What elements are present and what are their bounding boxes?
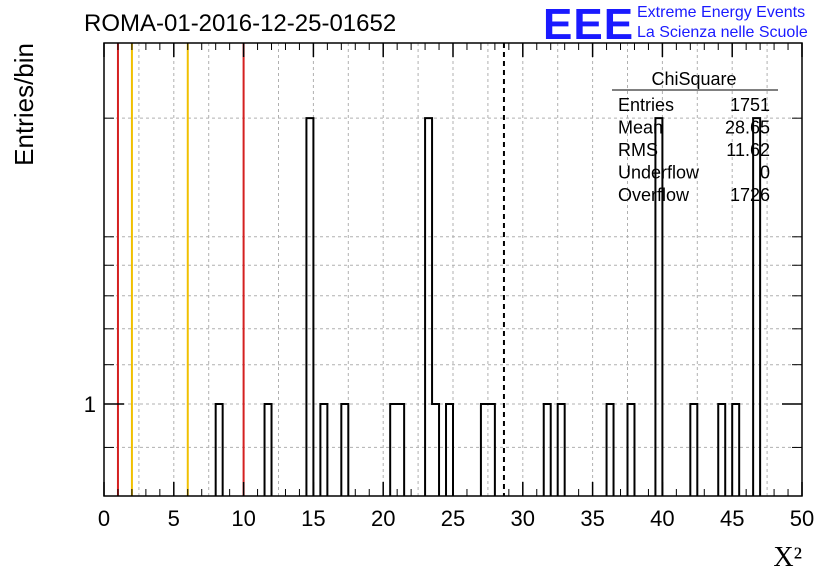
histogram-bin [607, 404, 614, 496]
logo-line-2: La Scienza nelle Scuole [637, 24, 808, 41]
stats-label-entries: Entries [618, 95, 674, 115]
stats-box-title: ChiSquare [651, 69, 736, 89]
stats-value-entries: 1751 [730, 95, 770, 115]
stats-label-underflow: Underflow [618, 163, 700, 183]
histogram-bin [216, 404, 223, 496]
x-tick-label: 25 [441, 506, 465, 531]
histogram-bin [628, 404, 635, 496]
histogram-bin [341, 404, 348, 496]
y-axis-label: Entries/bin [9, 43, 39, 166]
histogram-bin [718, 404, 725, 496]
stats-label-mean: Mean [618, 118, 663, 138]
x-tick-label: 35 [580, 506, 604, 531]
histogram-bin [544, 404, 551, 496]
histogram-bin [481, 404, 488, 496]
stats-value-overflow: 1726 [730, 185, 770, 205]
histogram-bin [732, 404, 739, 496]
x-axis-label: X² [773, 542, 802, 572]
histogram-bin [265, 404, 272, 496]
x-tick-label: 0 [98, 506, 110, 531]
histogram-bin [425, 118, 432, 496]
x-tick-label: 10 [231, 506, 255, 531]
x-tick-label: 20 [371, 506, 395, 531]
x-tick-label: 50 [790, 506, 814, 531]
histogram-bin [390, 404, 397, 496]
stats-value-mean: 28.65 [725, 118, 770, 138]
histogram-bin [446, 404, 453, 496]
stats-value-rms: 11.62 [726, 140, 770, 160]
x-tick-label: 15 [301, 506, 325, 531]
histogram-bin [306, 118, 313, 496]
chart-title: ROMA-01-2016-12-25-01652 [84, 10, 397, 37]
histogram-bin [488, 404, 495, 496]
eee-logo: EEE [543, 0, 635, 49]
stats-label-rms: RMS [618, 140, 658, 160]
stats-value-underflow: 0 [760, 163, 770, 183]
y-tick-label: 1 [84, 392, 96, 417]
histogram-bin [690, 404, 697, 496]
x-tick-label: 30 [511, 506, 535, 531]
x-tick-label: 40 [650, 506, 674, 531]
x-tick-label: 45 [720, 506, 744, 531]
histogram-bin [397, 404, 404, 496]
histogram-bin [558, 404, 565, 496]
logo-line-1: Extreme Energy Events [637, 4, 806, 21]
x-tick-label: 5 [168, 506, 180, 531]
histogram-bin [432, 404, 439, 496]
stats-label-overflow: Overflow [618, 185, 690, 205]
histogram-outline [214, 117, 762, 496]
histogram-bin [320, 404, 327, 496]
